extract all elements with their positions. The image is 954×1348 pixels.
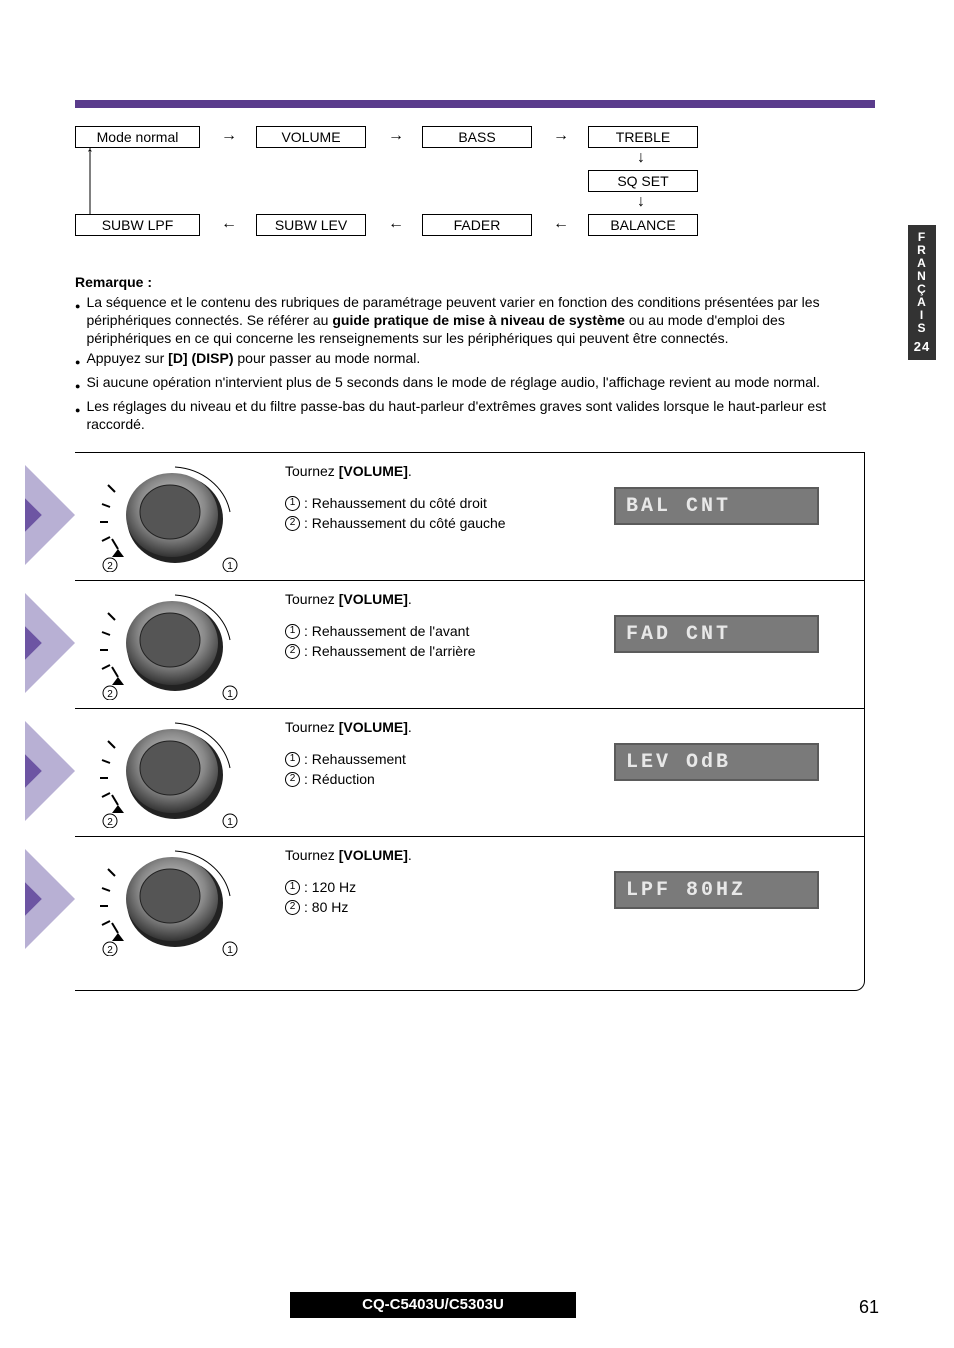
volume-knob-illustration: 2 1 <box>80 841 265 956</box>
flow-box-subwlev: SUBW LEV <box>256 214 366 236</box>
header-bar <box>75 100 875 108</box>
setting-panel: 2 1 Tournez [VOLUME]. 1 : Rehaussement du… <box>75 452 865 580</box>
panel-option-line: 2 : Réduction <box>285 769 412 789</box>
option-number-icon: 1 <box>285 624 300 639</box>
lcd-display: BAL CNT <box>614 487 819 525</box>
volume-knob-illustration: 2 1 <box>80 713 265 828</box>
option-text: : 80 Hz <box>304 897 348 917</box>
flow-arrow: ↓ <box>637 150 645 166</box>
panel-option-line: 2 : Rehaussement du côté gauche <box>285 513 506 533</box>
panel-text: Tournez [VOLUME].1 : Rehaussement2 : Réd… <box>285 717 412 789</box>
note-item: Appuyez sur [D] (DISP) pour passer au mo… <box>75 349 865 371</box>
panel-pointer-icon <box>25 465 75 565</box>
option-number-icon: 1 <box>285 752 300 767</box>
flow-diagram: Mode normalVOLUMEBASSTREBLESQ SETBALANCE… <box>75 120 715 230</box>
note-item: Les réglages du niveau et du filtre pass… <box>75 397 865 433</box>
flow-arrow: ← <box>388 216 404 232</box>
volume-knob-illustration: 2 1 <box>80 585 265 700</box>
flow-arrow: ↓ <box>637 194 645 210</box>
flow-box-treble: TREBLE <box>588 126 698 148</box>
panel-option-line: 1 : 120 Hz <box>285 877 412 897</box>
flow-arrow: ← <box>553 216 569 232</box>
panel-text: Tournez [VOLUME]. 1 : Rehaussement du côt… <box>285 461 506 533</box>
flow-box-subwlpf: SUBW LPF <box>75 214 200 236</box>
panel-text: Tournez [VOLUME]. 1 : Rehaussement de l'a… <box>285 589 476 661</box>
flow-box-balance: BALANCE <box>588 214 698 236</box>
svg-text:1: 1 <box>227 689 233 700</box>
panel-pointer-icon <box>25 849 75 949</box>
flow-box-sqset: SQ SET <box>588 170 698 192</box>
setting-panel: 2 1 Tournez [VOLUME].1 : 120 Hz2 : 80 Hz… <box>75 836 865 991</box>
option-number-icon: 1 <box>285 880 300 895</box>
model-label: CQ-C5403U/C5303U <box>290 1292 576 1318</box>
panel-option-line: 2 : 80 Hz <box>285 897 412 917</box>
option-number-icon: 2 <box>285 772 300 787</box>
panel-option-line: 2 : Rehaussement de l'arrière <box>285 641 476 661</box>
svg-text:2: 2 <box>107 561 113 572</box>
panel-option-line: 1 : Rehaussement de l'avant <box>285 621 476 641</box>
language-letter: S <box>908 322 936 335</box>
panel-pointer-icon <box>25 721 75 821</box>
page-number: 61 <box>859 1297 879 1318</box>
svg-text:2: 2 <box>107 689 113 700</box>
flow-arrow: → <box>553 128 569 144</box>
svg-text:1: 1 <box>227 945 233 956</box>
lcd-display: FAD CNT <box>614 615 819 653</box>
panel-instruction: Tournez [VOLUME]. <box>285 461 506 481</box>
panel-text: Tournez [VOLUME].1 : 120 Hz2 : 80 Hz <box>285 845 412 917</box>
svg-text:1: 1 <box>227 817 233 828</box>
setting-panel: 2 1 Tournez [VOLUME].1 : Rehaussement2 :… <box>75 708 865 836</box>
volume-knob-illustration: 2 1 <box>80 457 265 572</box>
option-text: : Rehaussement <box>304 749 406 769</box>
option-number-icon: 2 <box>285 644 300 659</box>
svg-text:2: 2 <box>107 945 113 956</box>
option-text: : 120 Hz <box>304 877 356 897</box>
settings-panels: 2 1 Tournez [VOLUME]. 1 : Rehaussement du… <box>75 452 865 991</box>
flow-arrow: → <box>221 128 237 144</box>
notes-list: La séquence et le contenu des rubriques … <box>75 293 865 433</box>
option-text: : Rehaussement de l'arrière <box>304 641 476 661</box>
option-text: : Réduction <box>304 769 375 789</box>
language-tab: FRANÇAIS 24 <box>908 225 936 360</box>
flow-box-volume: VOLUME <box>256 126 366 148</box>
note-item: La séquence et le contenu des rubriques … <box>75 293 865 347</box>
flow-arrow: ↑ <box>86 146 94 162</box>
panel-instruction: Tournez [VOLUME]. <box>285 717 412 737</box>
option-number-icon: 2 <box>285 516 300 531</box>
option-number-icon: 2 <box>285 900 300 915</box>
lcd-display: LEV OdB <box>614 743 819 781</box>
option-text: : Rehaussement du côté gauche <box>304 513 506 533</box>
note-item: Si aucune opération n'intervient plus de… <box>75 373 865 395</box>
notes-section: Remarque : La séquence et le contenu des… <box>75 273 865 435</box>
svg-text:2: 2 <box>107 817 113 828</box>
panel-option-line: 1 : Rehaussement <box>285 749 412 769</box>
notes-title: Remarque : <box>75 273 865 291</box>
flow-box-fader: FADER <box>422 214 532 236</box>
lcd-display: LPF 80HZ <box>614 871 819 909</box>
panel-instruction: Tournez [VOLUME]. <box>285 845 412 865</box>
option-text: : Rehaussement du côté droit <box>304 493 487 513</box>
language-letters: FRANÇAIS <box>908 231 936 335</box>
setting-panel: 2 1 Tournez [VOLUME]. 1 : Rehaussement de… <box>75 580 865 708</box>
option-number-icon: 1 <box>285 496 300 511</box>
panel-pointer-icon <box>25 593 75 693</box>
panel-instruction: Tournez [VOLUME]. <box>285 589 476 609</box>
flow-arrow: ← <box>221 216 237 232</box>
language-page-num: 24 <box>908 339 936 354</box>
flow-box-bass: BASS <box>422 126 532 148</box>
svg-text:1: 1 <box>227 561 233 572</box>
panel-option-line: 1 : Rehaussement du côté droit <box>285 493 506 513</box>
flow-arrow: → <box>388 128 404 144</box>
option-text: : Rehaussement de l'avant <box>304 621 469 641</box>
